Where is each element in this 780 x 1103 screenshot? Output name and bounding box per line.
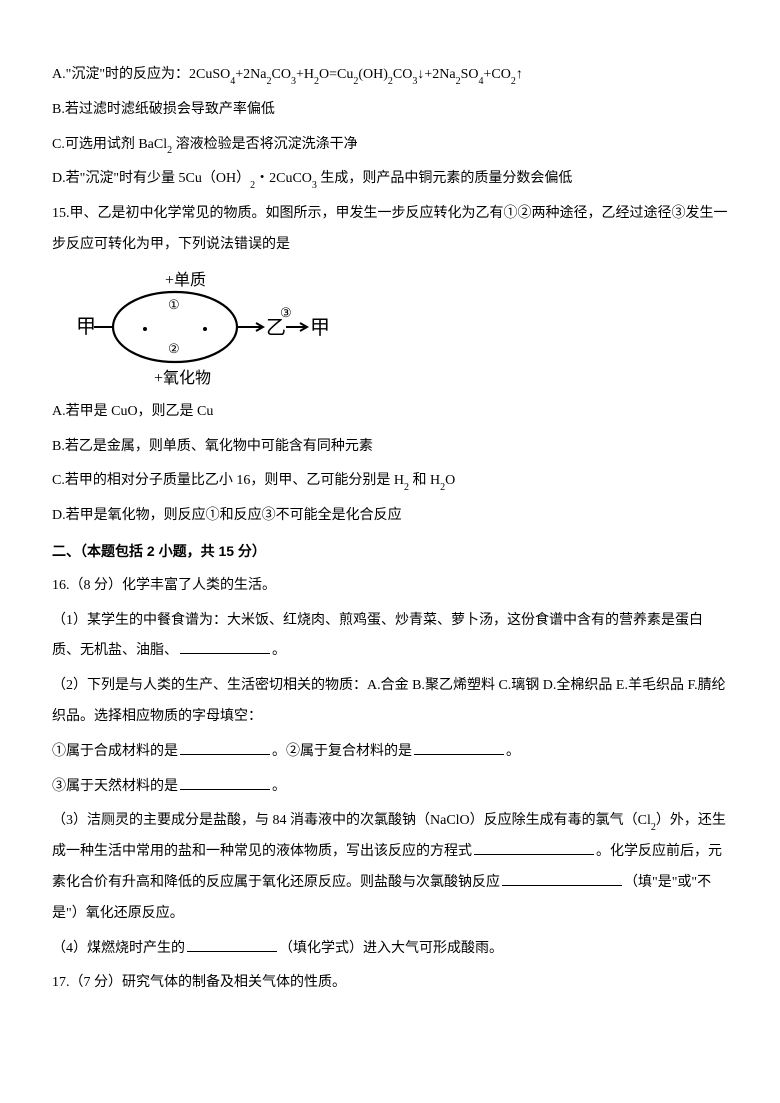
blank-synthetic[interactable] [180,741,270,755]
diagram-mark-2: ② [168,341,180,356]
q16-p2-line2: ③属于天然材料的是。 [52,772,728,803]
q15-option-b: B.若乙是金属，则单质、氧化物中可能含有同种元素 [52,432,728,463]
cycle-diagram-svg: +单质 +氧化物 甲 ① ② 乙 ③ 甲 [70,267,330,387]
blank-formula[interactable] [187,938,277,952]
blank-nutrient[interactable] [180,640,270,654]
blank-composite[interactable] [414,741,504,755]
q14-a-pre: A."沉淀"时的反应为： [52,67,189,82]
q14-option-b: B.若过滤时滤纸破损会导致产率偏低 [52,95,728,126]
q14-option-a: A."沉淀"时的反应为：2CuSO4+2Na2CO3+H2O=Cu2(OH)2C… [52,60,728,91]
q16-p3: （3）洁厕灵的主要成分是盐酸，与 84 消毒液中的次氯酸钠（NaClO）反应除生… [52,806,728,929]
q15-option-c: C.若甲的相对分子质量比乙小 16，则甲、乙可能分别是 H2 和 H2O [52,466,728,497]
blank-natural[interactable] [180,776,270,790]
q16-p2-intro: （2）下列是与人类的生产、生活密切相关的物质：A.合金 B.聚乙烯塑料 C.璃钢… [52,671,728,733]
q15-stem: 15.甲、乙是初中化学常见的物质。如图所示，甲发生一步反应转化为乙有①②两种途径… [52,199,728,261]
blank-redox[interactable] [502,872,622,886]
q14-a-equation: 2CuSO4+2Na2CO3+H2O=Cu2(OH)2CO3↓+2Na2SO4+… [189,67,523,82]
q14-option-c: C.可选用试剂 BaCl2 溶液检验是否将沉淀洗涤干净 [52,130,728,161]
q17-head: 17.（7 分）研究气体的制备及相关气体的性质。 [52,968,728,999]
diagram-top-label: +单质 [165,271,206,289]
diagram-yi: 乙 [266,317,286,339]
q15-option-d: D.若甲是氧化物，则反应①和反应③不可能全是化合反应 [52,501,728,532]
blank-equation[interactable] [474,841,594,855]
diagram-mark-3: ③ [280,305,292,320]
q15-option-a: A.若甲是 CuO，则乙是 Cu [52,397,728,428]
q16-p2-line1: ①属于合成材料的是。②属于复合材料的是。 [52,737,728,768]
q15-diagram: +单质 +氧化物 甲 ① ② 乙 ③ 甲 [70,267,728,387]
q16-head: 16.（8 分）化学丰富了人类的生活。 [52,571,728,602]
section-2-title: 二、（本题包括 2 小题，共 15 分） [52,536,728,567]
q14-option-d: D.若"沉淀"时有少量 5Cu（OH）2・2CuCO3 生成，则产品中铜元素的质… [52,164,728,195]
diagram-mark-1: ① [168,297,180,312]
q16-p4: （4）煤燃烧时产生的（填化学式）进入大气可形成酸雨。 [52,934,728,965]
q16-p1: （1）某学生的中餐食谱为：大米饭、红烧肉、煎鸡蛋、炒青菜、萝卜汤，这份食谱中含有… [52,606,728,668]
diagram-jia-right: 甲 [310,317,330,339]
diagram-left-node: 甲 [76,316,96,338]
diagram-bottom-label: +氧化物 [154,369,211,387]
